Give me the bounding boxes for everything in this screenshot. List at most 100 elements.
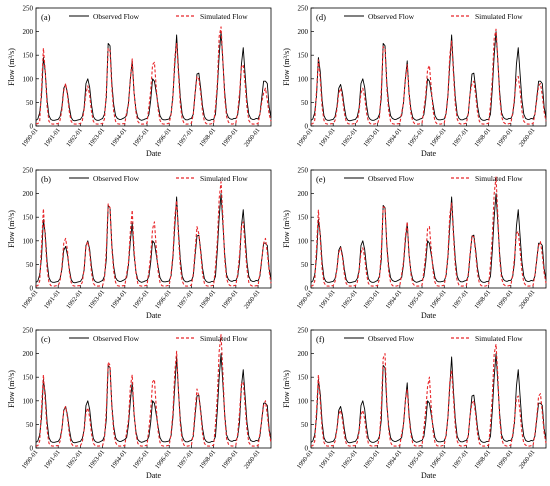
x-axis-label: Date (146, 149, 162, 158)
x-tick-label: 1992-01 (65, 127, 84, 148)
x-tick-label: 1999-01 (221, 127, 240, 148)
y-tick-label: 150 (23, 52, 34, 60)
x-tick-label: 1997-01 (176, 449, 195, 470)
y-tick-label: 250 (298, 5, 309, 13)
plot-frame (35, 7, 272, 127)
y-tick-label: 200 (23, 190, 34, 198)
observed-flow-line (310, 31, 547, 122)
simulated-flow-line (35, 181, 272, 287)
legend: Observed Flow Simulated Flow (344, 12, 523, 21)
x-tick-label: 1992-01 (65, 449, 84, 470)
x-tick-label: 1994-01 (110, 289, 129, 310)
y-tick-label: 50 (26, 261, 34, 269)
legend: Observed Flow Simulated Flow (344, 334, 523, 343)
x-tick-label: 1998-01 (473, 127, 492, 148)
x-tick-label: 1992-01 (340, 127, 359, 148)
x-tick-label: 1996-01 (154, 449, 173, 470)
x-tick-label: 1999-01 (496, 289, 515, 310)
y-axis-label: Flow (m³/s) (7, 210, 16, 248)
y-axis-label: Flow (m³/s) (282, 48, 291, 86)
y-tick-label: 100 (23, 397, 34, 405)
y-axis-label: Flow (m³/s) (282, 370, 291, 408)
x-tick-label: 1994-01 (385, 289, 404, 310)
x-tick-label: 1999-01 (496, 127, 515, 148)
x-axis-label: Date (421, 471, 437, 480)
y-tick-label: 100 (298, 75, 309, 83)
y-axis-label: Flow (m³/s) (7, 370, 16, 408)
x-tick-label: 2000-01 (518, 289, 537, 310)
observed-flow-line (310, 193, 547, 284)
y-tick-label: 150 (23, 214, 34, 222)
legend: Observed Flow Simulated Flow (69, 12, 248, 21)
x-tick-label: 1993-01 (87, 289, 106, 310)
legend-label-simulated: Simulated Flow (475, 12, 523, 21)
y-tick-label: 150 (298, 52, 309, 60)
x-tick-label: 1997-01 (451, 449, 470, 470)
legend: Observed Flow Simulated Flow (69, 174, 248, 183)
x-tick-label: 1991-01 (318, 449, 337, 470)
x-tick-label: 2000-01 (518, 127, 537, 148)
simulated-flow-line (310, 176, 547, 287)
y-tick-label: 200 (298, 350, 309, 358)
x-tick-label: 1998-01 (198, 289, 217, 310)
x-tick-label: 1993-01 (87, 449, 106, 470)
simulated-flow-line (310, 28, 547, 125)
y-tick-label: 150 (23, 374, 34, 382)
panel-label: (f) (316, 334, 325, 344)
x-tick-label: 1996-01 (154, 289, 173, 310)
observed-flow-line (35, 31, 272, 122)
observed-flow-line (35, 193, 272, 284)
y-tick-label: 100 (298, 397, 309, 405)
x-tick-label: 1995-01 (132, 289, 151, 310)
x-axis-label: Date (146, 471, 162, 480)
x-tick-label: 1993-01 (87, 127, 106, 148)
x-tick-label: 1994-01 (385, 127, 404, 148)
x-tick-label: 1996-01 (429, 289, 448, 310)
x-tick-label: 1993-01 (362, 449, 381, 470)
legend-label-simulated: Simulated Flow (475, 334, 523, 343)
y-tick-label: 0 (305, 123, 309, 131)
y-tick-label: 0 (30, 123, 34, 131)
x-tick-label: 1993-01 (362, 289, 381, 310)
x-tick-label: 1995-01 (407, 449, 426, 470)
legend-label-observed: Observed Flow (93, 174, 140, 183)
y-tick-label: 0 (305, 285, 309, 293)
y-tick-label: 250 (298, 167, 309, 175)
x-tick-label: 1994-01 (385, 449, 404, 470)
x-tick-label: 1992-01 (340, 449, 359, 470)
x-tick-label: 1998-01 (198, 449, 217, 470)
x-tick-label: 1998-01 (473, 289, 492, 310)
x-tick-label: 1995-01 (407, 289, 426, 310)
x-tick-label: 1992-01 (340, 289, 359, 310)
x-tick-label: 1997-01 (451, 289, 470, 310)
legend-label-observed: Observed Flow (368, 174, 415, 183)
x-tick-label: 1998-01 (198, 127, 217, 148)
simulated-flow-line (35, 334, 272, 447)
y-tick-label: 50 (301, 421, 309, 429)
x-axis-label: Date (421, 149, 437, 158)
y-tick-label: 250 (23, 327, 34, 335)
plot-frame (310, 329, 547, 449)
y-tick-label: 50 (26, 421, 34, 429)
y-tick-label: 150 (298, 214, 309, 222)
x-tick-label: 1991-01 (43, 289, 62, 310)
x-tick-label: 1993-01 (362, 127, 381, 148)
x-axis-label: Date (146, 311, 162, 320)
x-tick-label: 1995-01 (407, 127, 426, 148)
x-tick-label: 1996-01 (154, 127, 173, 148)
y-tick-label: 0 (30, 445, 34, 453)
x-tick-label: 1991-01 (43, 127, 62, 148)
y-tick-label: 100 (23, 75, 34, 83)
y-tick-label: 50 (301, 99, 309, 107)
legend-label-simulated: Simulated Flow (200, 334, 248, 343)
observed-flow-line (35, 353, 272, 444)
x-tick-label: 1996-01 (429, 127, 448, 148)
y-axis-label: Flow (m³/s) (7, 48, 16, 86)
y-tick-label: 200 (298, 190, 309, 198)
legend-label-observed: Observed Flow (93, 12, 140, 21)
